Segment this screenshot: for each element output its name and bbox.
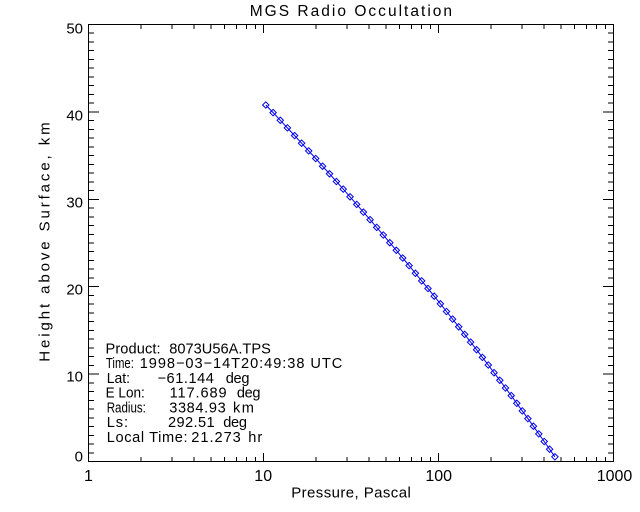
svg-text:8073U56A.TPS: 8073U56A.TPS [169, 341, 271, 357]
svg-text:50: 50 [66, 21, 83, 38]
svg-text:Product:: Product: [106, 341, 161, 357]
svg-text:10: 10 [254, 468, 272, 485]
svg-text:deg: deg [223, 415, 247, 431]
svg-text:deg: deg [237, 386, 261, 402]
svg-text:1998−03−14T20:49:38 UTC: 1998−03−14T20:49:38 UTC [140, 356, 343, 372]
svg-text:Local Time:: Local Time: [107, 430, 188, 446]
svg-text:1: 1 [84, 468, 93, 485]
svg-text:3384.93: 3384.93 [169, 400, 226, 416]
svg-text:Pressure, Pascal: Pressure, Pascal [291, 485, 411, 502]
svg-text:−61.144: −61.144 [158, 371, 214, 387]
svg-text:100: 100 [425, 468, 452, 485]
svg-text:E Lon:: E Lon: [106, 386, 145, 402]
svg-text:117.689: 117.689 [170, 386, 227, 402]
svg-text:Ls:: Ls: [107, 415, 128, 431]
svg-text:20: 20 [66, 282, 83, 299]
svg-text:40: 40 [66, 107, 83, 124]
svg-text:0: 0 [75, 449, 83, 466]
svg-text:deg: deg [226, 371, 250, 387]
svg-text:292.51: 292.51 [168, 415, 215, 431]
svg-text:km: km [233, 400, 254, 416]
svg-text:21.273: 21.273 [191, 430, 241, 446]
svg-text:Lat:: Lat: [107, 371, 130, 387]
svg-text:MGS Radio Occultation: MGS Radio Occultation [250, 3, 452, 20]
svg-text:30: 30 [66, 194, 83, 211]
svg-text:Height above Surface, km: Height above Surface, km [37, 122, 54, 361]
svg-text:1000: 1000 [597, 468, 633, 485]
svg-text:hr: hr [248, 430, 262, 446]
svg-text:Time:: Time: [106, 356, 134, 372]
svg-text:10: 10 [66, 369, 83, 386]
svg-text:Radius:: Radius: [107, 400, 146, 416]
